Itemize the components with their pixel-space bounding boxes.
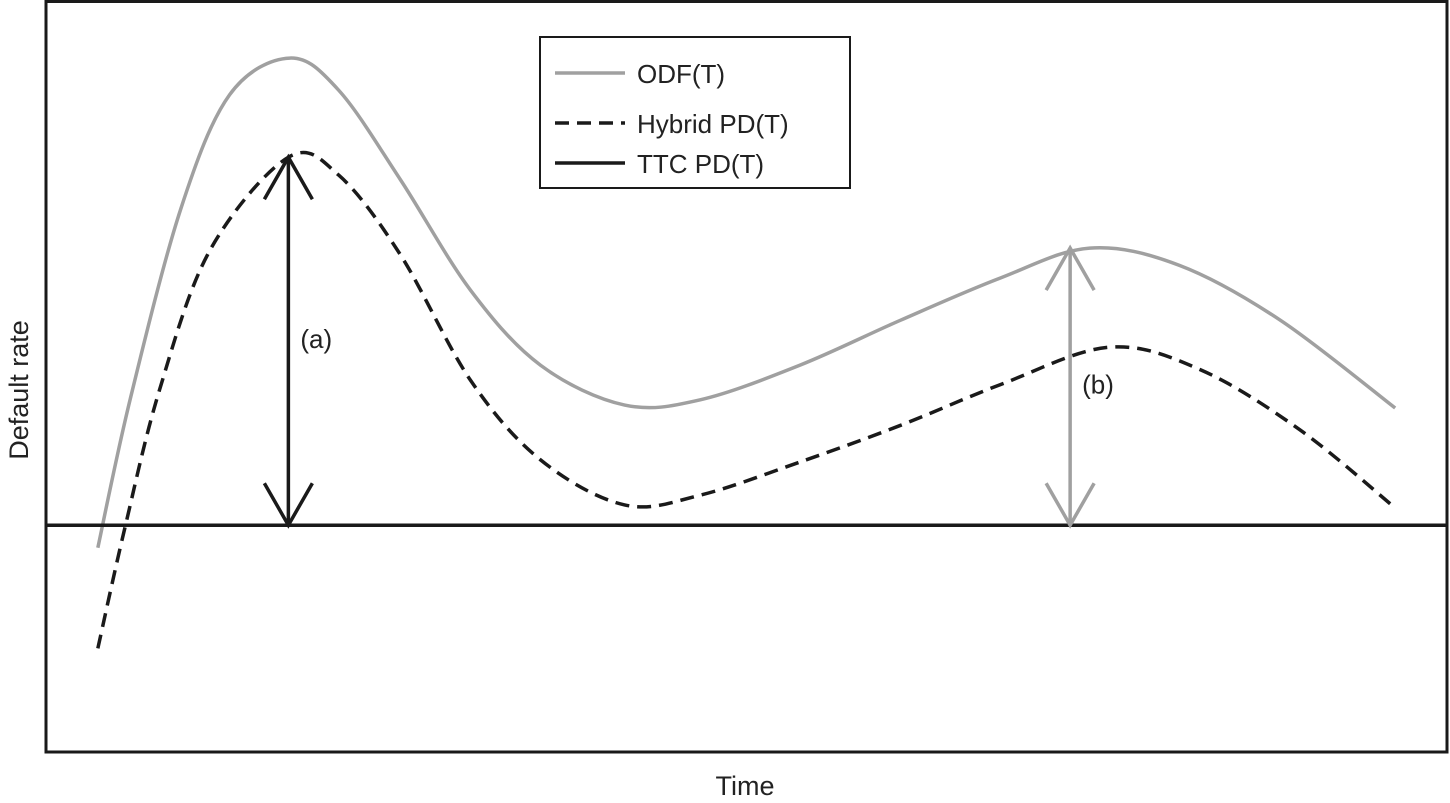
arrowhead-up-icon [1044, 244, 1096, 291]
annotation-label-a: (a) [300, 324, 332, 354]
arrow-b: (b) [1044, 244, 1114, 529]
legend-label-odf: ODF(T) [637, 59, 725, 89]
legend-label-hybrid: Hybrid PD(T) [637, 109, 789, 139]
y-axis-label: Default rate [4, 320, 34, 460]
arrow-a: (a) [262, 153, 332, 529]
arrowhead-down-icon [1044, 482, 1096, 529]
legend: ODF(T) Hybrid PD(T) TTC PD(T) [539, 36, 851, 189]
annotation-label-b: (b) [1082, 370, 1114, 400]
hybrid-pd-curve [96, 150, 1397, 649]
plot-frame [44, 0, 1449, 754]
arrowhead-down-icon [262, 482, 314, 529]
arrowhead-up-icon [262, 153, 314, 201]
odf-curve [96, 56, 1397, 549]
x-axis-label: Time [716, 771, 775, 801]
legend-label-ttc: TTC PD(T) [637, 149, 764, 179]
